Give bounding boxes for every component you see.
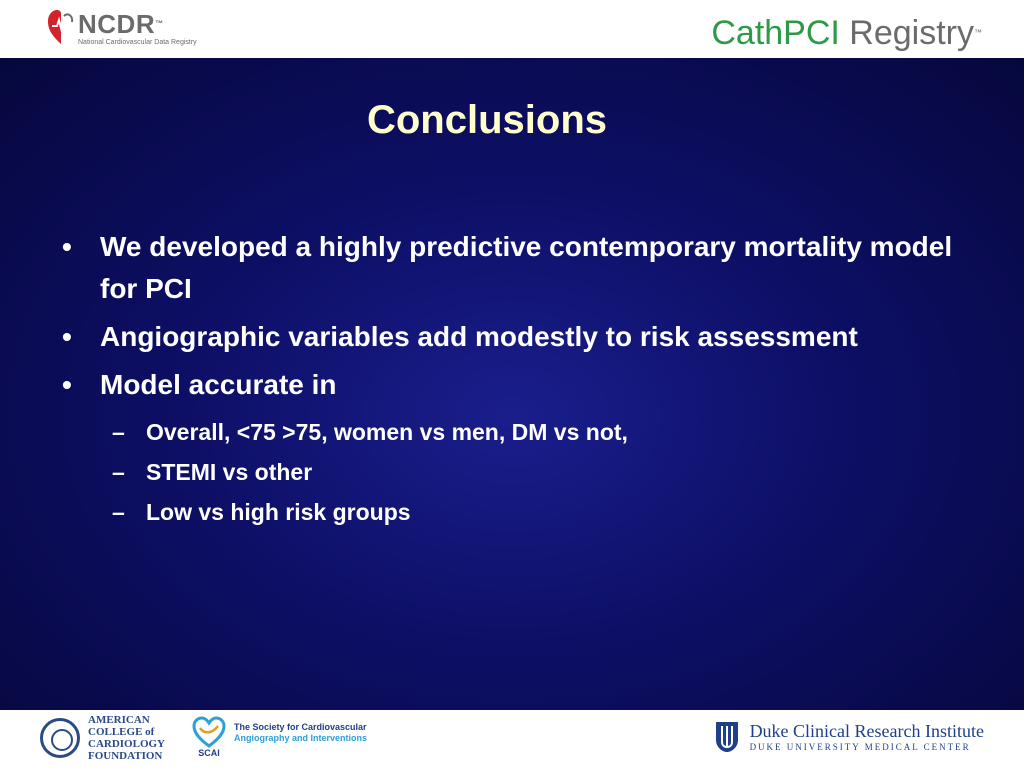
ncdr-heart-icon (48, 10, 74, 44)
ncdr-subtitle: National Cardiovascular Data Registry (78, 38, 197, 46)
header-bar: NCDR™ National Cardiovascular Data Regis… (0, 0, 1024, 58)
sub-bullet-text: Overall, <75 >75, women vs men, DM vs no… (146, 419, 628, 445)
sub-bullet-item: – STEMI vs other (62, 452, 962, 492)
duke-shield-icon (715, 722, 738, 752)
sub-bullet-text: STEMI vs other (146, 459, 313, 485)
sub-bullet-text: Low vs high risk groups (146, 499, 411, 525)
bullet-text: Model accurate in (100, 369, 337, 400)
acc-foundation-logo: AMERICAN COLLEGE of CARDIOLOGY FOUNDATIO… (40, 714, 166, 762)
bullet-text: Angiographic variables add modestly to r… (100, 321, 858, 352)
bullet-text: We developed a highly predictive contemp… (100, 231, 953, 304)
cathpci-tm: ™ (974, 28, 982, 37)
scai-abbr: SCAI (198, 748, 220, 758)
sub-bullet-marker: – (112, 419, 125, 445)
bullet-marker: • (62, 231, 72, 262)
bullet-list: • We developed a highly predictive conte… (62, 226, 962, 532)
sub-bullet-item: – Overall, <75 >75, women vs men, DM vs … (62, 412, 962, 452)
cathpci-text: CathPCI (711, 14, 840, 52)
footer-bar: AMERICAN COLLEGE of CARDIOLOGY FOUNDATIO… (0, 710, 1024, 768)
ncdr-logo: NCDR™ National Cardiovascular Data Regis… (48, 6, 197, 50)
acc-seal-icon (40, 718, 80, 758)
ncdr-name: NCDR (78, 8, 156, 39)
duke-dcri-logo: Duke Clinical Research Institute DUKE UN… (714, 720, 984, 754)
scai-logo: SCAI The Society for Cardiovascular Angi… (190, 716, 367, 762)
scai-heart-icon: SCAI (192, 716, 226, 758)
cathpci-registry-logo: CathPCI Registry™ (711, 14, 982, 52)
bullet-marker: • (62, 369, 72, 400)
sub-bullet-marker: – (112, 499, 125, 525)
sub-bullet-item: – Low vs high risk groups (62, 492, 962, 532)
bullet-item: • We developed a highly predictive conte… (62, 226, 962, 310)
acc-line: FOUNDATION (88, 750, 163, 762)
sub-bullet-marker: – (112, 459, 125, 485)
registry-text: Registry (839, 14, 974, 52)
bullet-item: • Angiographic variables add modestly to… (62, 316, 962, 358)
slide-content: Conclusions • We developed a highly pred… (0, 58, 1024, 710)
acc-line: CARDIOLOGY (88, 738, 166, 750)
acc-line: AMERICAN (88, 714, 150, 726)
duke-main-text: Duke Clinical Research Institute (749, 721, 984, 741)
duke-sub-text: DUKE UNIVERSITY MEDICAL CENTER (749, 742, 971, 752)
bullet-item: • Model accurate in (62, 364, 962, 406)
ncdr-tm: ™ (155, 18, 164, 28)
bullet-marker: • (62, 321, 72, 352)
scai-line-1: The Society for Cardiovascular (234, 722, 367, 732)
acc-line: COLLEGE of (88, 726, 155, 738)
scai-line-2: Angiography and Interventions (234, 733, 368, 743)
slide-title: Conclusions (366, 98, 608, 142)
